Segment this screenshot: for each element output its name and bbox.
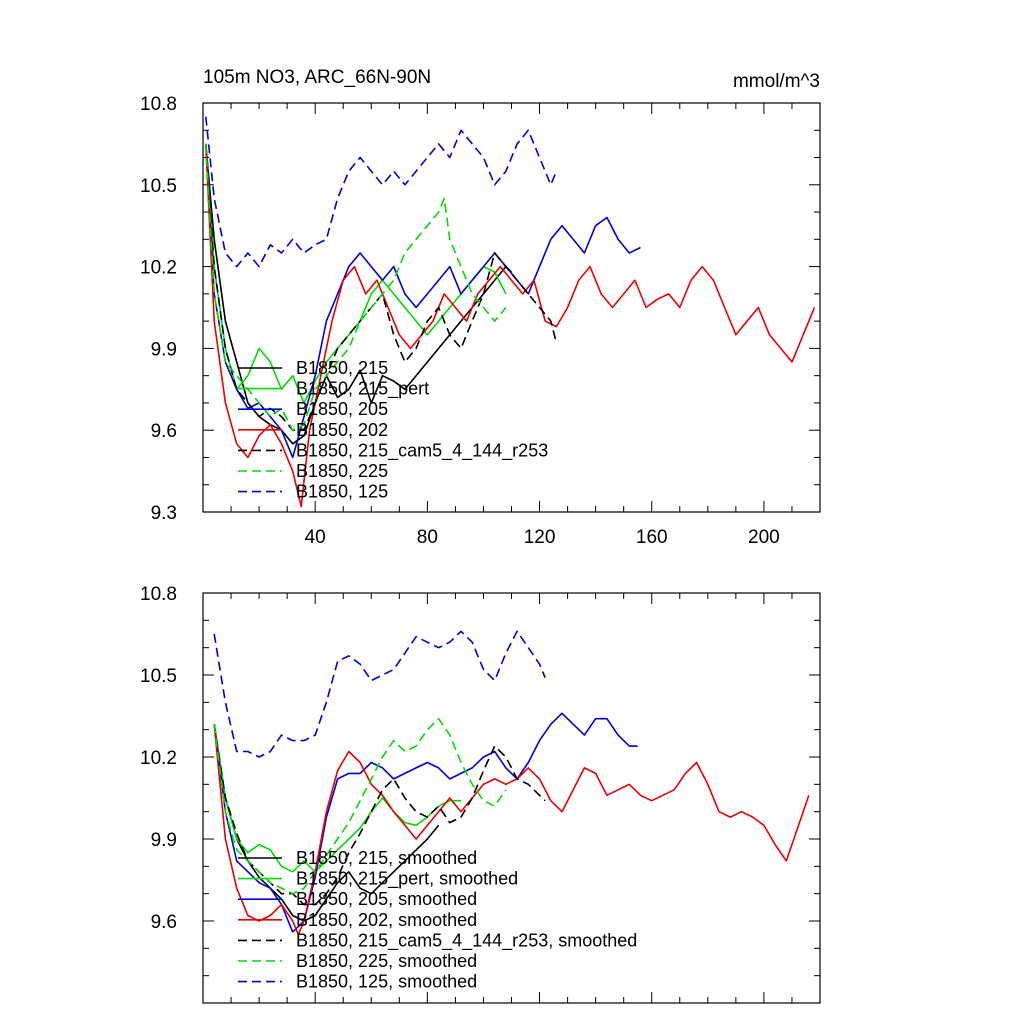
y-tick-label: 9.9 xyxy=(151,830,177,851)
series-line-2 xyxy=(205,143,641,459)
series-line-3 xyxy=(213,724,810,936)
y-tick-label: 10.8 xyxy=(140,94,177,115)
legend-label: B1850, 205, smoothed xyxy=(296,889,477,909)
series-line-3 xyxy=(205,143,816,508)
y-tick-label: 10.2 xyxy=(140,748,177,769)
legend-label: B1850, 202, smoothed xyxy=(296,910,477,930)
series-line-5 xyxy=(213,717,507,895)
legend-label: B1850, 202 xyxy=(296,420,388,440)
legend-label: B1850, 205 xyxy=(296,399,388,419)
x-tick-label: 200 xyxy=(748,527,780,548)
legend-label: B1850, 225 xyxy=(296,461,388,481)
legend-label: B1850, 215 xyxy=(296,358,388,378)
series-line-0 xyxy=(213,724,440,922)
x-tick-label: 80 xyxy=(417,527,438,548)
series-line-5 xyxy=(205,143,507,432)
legend-label: B1850, 215_cam5_4_144_r253 xyxy=(296,440,548,461)
y-tick-label: 9.9 xyxy=(151,339,177,360)
y-tick-label: 10.2 xyxy=(140,258,177,279)
series-line-6 xyxy=(205,116,558,268)
y-tick-label: 9.6 xyxy=(151,421,177,442)
y-tick-label: 10.8 xyxy=(140,584,177,605)
units-label: mmol/m^3 xyxy=(733,71,820,92)
series-line-0 xyxy=(205,143,513,445)
legend-label: B1850, 215_pert, smoothed xyxy=(296,869,518,890)
legend-label: B1850, 125 xyxy=(296,482,388,502)
x-tick-label: 40 xyxy=(305,527,326,548)
y-tick-label: 10.5 xyxy=(140,176,177,197)
y-tick-label: 10.5 xyxy=(140,666,177,687)
series-line-2 xyxy=(213,712,638,933)
legend-label: B1850, 215_cam5_4_144_r253, smoothed xyxy=(296,930,637,951)
legend-label: B1850, 125, smoothed xyxy=(296,972,477,992)
x-tick-label: 160 xyxy=(636,527,668,548)
top-panel: 9.3 9.6 9.9 10.2 10.5 10.8 40 80 120 160 200 B1850,… xyxy=(140,94,821,548)
series-line-4 xyxy=(205,143,558,432)
x-tick-label: 120 xyxy=(524,527,556,548)
y-tick-label: 9.3 xyxy=(151,503,177,524)
legend-label: B1850, 225, smoothed xyxy=(296,951,477,971)
y-tick-label: 9.6 xyxy=(151,912,177,933)
chart-title: 105m NO3, ARC_66N-90N xyxy=(203,67,431,88)
legend-label: B1850, 215_pert xyxy=(296,379,429,400)
legend-label: B1850, 215, smoothed xyxy=(296,848,477,868)
series-line-1 xyxy=(213,724,461,873)
series-line-6 xyxy=(213,630,546,758)
